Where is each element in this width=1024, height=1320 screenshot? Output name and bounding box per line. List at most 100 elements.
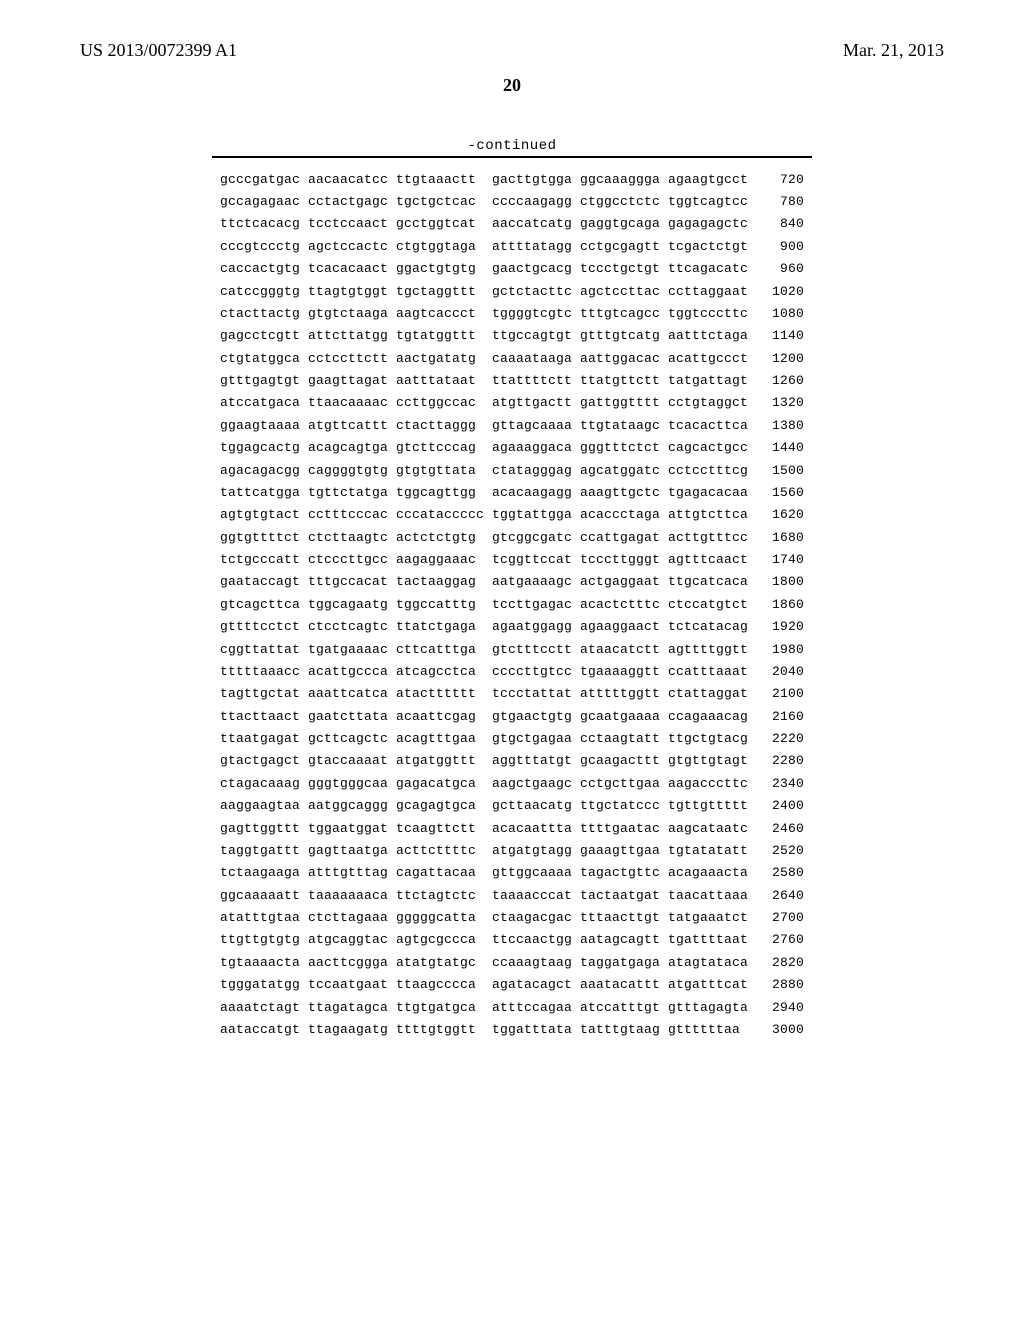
- sequence-row: ctagacaaaggggtgggcaagagacatgcaaagctgaagc…: [216, 772, 808, 794]
- sequence-block: gattggtttt: [576, 392, 664, 414]
- sequence-block: gcagagtgca: [392, 795, 488, 817]
- sequence-block: tggggtcgtc: [488, 302, 576, 324]
- sequence-block: cctgcttgaa: [576, 772, 664, 794]
- sequence-block: aagcataatc: [664, 817, 752, 839]
- sequence-block: acaccctaga: [576, 504, 664, 526]
- sequence-block: aaattcatca: [304, 683, 392, 705]
- sequence-block: tcgactctgt: [664, 235, 752, 257]
- sequence-block: aaccatcatg: [488, 213, 576, 235]
- sequence-block: atgatgtagg: [488, 839, 576, 861]
- sequence-block: ttgttgtgtg: [216, 929, 304, 951]
- continued-label: -continued: [212, 138, 812, 154]
- sequence-position: 1620: [752, 504, 808, 526]
- sequence-position: 1980: [752, 638, 808, 660]
- sequence-row: gtttgagtgtgaagttagataatttataatttattttctt…: [216, 369, 808, 391]
- sequence-block: acattgccct: [664, 347, 752, 369]
- sequence-block: agacagacgg: [216, 459, 304, 481]
- sequence-block: gtttagagta: [664, 996, 752, 1018]
- sequence-block: tggtcccttc: [664, 302, 752, 324]
- sequence-row: cggttattattgatgaaaaccttcatttgagtctttcctt…: [216, 638, 808, 660]
- sequence-block: attcttatgg: [304, 325, 392, 347]
- sequence-block: tagttgctat: [216, 683, 304, 705]
- sequence-block: gagacatgca: [392, 772, 488, 794]
- sequence-block: acagcagtga: [304, 437, 392, 459]
- sequence-block: catccgggtg: [216, 280, 304, 302]
- sequence-block: cccgtccctg: [216, 235, 304, 257]
- sequence-row: catccgggtgttagtgtggttgctaggtttgctctacttc…: [216, 280, 808, 302]
- sequence-block: gaaagttgaa: [576, 839, 664, 861]
- sequence-block: tccctattat: [488, 683, 576, 705]
- sequence-block: atttgtttag: [304, 862, 392, 884]
- sequence-listing: gcccgatgacaacaacatccttgtaaacttgacttgtgga…: [216, 168, 808, 1041]
- sequence-block: gcttcagctc: [304, 727, 392, 749]
- sequence-block: ggcaaaaatt: [216, 884, 304, 906]
- sequence-position: 2400: [752, 795, 808, 817]
- sequence-block: actctctgtg: [392, 526, 488, 548]
- sequence-block: gtttgtcatg: [576, 325, 664, 347]
- sequence-position: 3000: [752, 1018, 808, 1040]
- sequence-block: tgtaaaacta: [216, 951, 304, 973]
- sequence-block: gaactgcacg: [488, 258, 576, 280]
- sequence-block: cagcactgcc: [664, 437, 752, 459]
- sequence-block: ttattttctt: [488, 369, 576, 391]
- sequence-block: ttgcatcaca: [664, 571, 752, 593]
- sequence-position: 2760: [752, 929, 808, 951]
- sequence-position: 2940: [752, 996, 808, 1018]
- sequence-block: gaagttagat: [304, 369, 392, 391]
- sequence-block: aagtcaccct: [392, 302, 488, 324]
- sequence-block: gaataccagt: [216, 571, 304, 593]
- sequence-block: gcaagacttt: [576, 750, 664, 772]
- sequence-row: taggtgatttgagttaatgaacttcttttcatgatgtagg…: [216, 839, 808, 861]
- sequence-block: agttttggtt: [664, 638, 752, 660]
- sequence-block: gtgtctaaga: [304, 302, 392, 324]
- sequence-row: tgggatatggtccaatgaatttaagccccaagatacagct…: [216, 974, 808, 996]
- sequence-position: 1800: [752, 571, 808, 593]
- sequence-block: ctatagggag: [488, 459, 576, 481]
- sequence-block: acacaattta: [488, 817, 576, 839]
- sequence-block: ttgccagtgt: [488, 325, 576, 347]
- continued-divider: [212, 156, 812, 158]
- sequence-block: atgcaggtac: [304, 929, 392, 951]
- sequence-row: gtactgagctgtaccaaaatatgatggtttaggtttatgt…: [216, 750, 808, 772]
- sequence-row: gttttcctctctcctcagtcttatctgagaagaatggagg…: [216, 616, 808, 638]
- sequence-position: 1680: [752, 526, 808, 548]
- sequence-block: tggtcagtcc: [664, 190, 752, 212]
- sequence-block: atgttgactt: [488, 392, 576, 414]
- sequence-block: tttgtcagcc: [576, 302, 664, 324]
- sequence-block: ggaagtaaaa: [216, 414, 304, 436]
- sequence-position: 2460: [752, 817, 808, 839]
- sequence-block: tgttctatga: [304, 481, 392, 503]
- sequence-block: gctctacttc: [488, 280, 576, 302]
- sequence-row: tttttaaaccacattgcccaatcagcctcaccccttgtcc…: [216, 660, 808, 682]
- sequence-block: atgttcattt: [304, 414, 392, 436]
- sequence-block: acattgccca: [304, 660, 392, 682]
- sequence-block: ctcttagaaa: [304, 906, 392, 928]
- sequence-block: tccttgagac: [488, 593, 576, 615]
- sequence-block: aagctgaagc: [488, 772, 576, 794]
- sequence-row: gagcctcgttattcttatggtgtatggtttttgccagtgt…: [216, 325, 808, 347]
- sequence-block: ttgtataagc: [576, 414, 664, 436]
- sequence-block: ggcaaaggga: [576, 168, 664, 190]
- sequence-block: ctccatgtct: [664, 593, 752, 615]
- sequence-block: tgagacacaa: [664, 481, 752, 503]
- sequence-position: 1380: [752, 414, 808, 436]
- sequence-block: aacttcggga: [304, 951, 392, 973]
- sequence-block: tcccttgggt: [576, 548, 664, 570]
- sequence-block: tcacacttca: [664, 414, 752, 436]
- sequence-position: 2100: [752, 683, 808, 705]
- sequence-row: atatttgtaactcttagaaagggggcattactaagacgac…: [216, 906, 808, 928]
- sequence-row: agtgtgtactcctttcccaccccataccccctggtattgg…: [216, 504, 808, 526]
- sequence-row: ctgtatggcacctccttcttaactgatatgcaaaataaga…: [216, 347, 808, 369]
- sequence-block: cctgcgagtt: [576, 235, 664, 257]
- sequence-block: gaggtgcaga: [576, 213, 664, 235]
- sequence-block: ccagaaacag: [664, 705, 752, 727]
- sequence-block: gacttgtgga: [488, 168, 576, 190]
- sequence-block: gagttaatga: [304, 839, 392, 861]
- sequence-position: 1860: [752, 593, 808, 615]
- sequence-block: tccaatgaat: [304, 974, 392, 996]
- sequence-block: gggtgggcaa: [304, 772, 392, 794]
- sequence-position: 900: [752, 235, 808, 257]
- sequence-block: gttggcaaaa: [488, 862, 576, 884]
- sequence-block: atgatttcat: [664, 974, 752, 996]
- sequence-block: attttatagg: [488, 235, 576, 257]
